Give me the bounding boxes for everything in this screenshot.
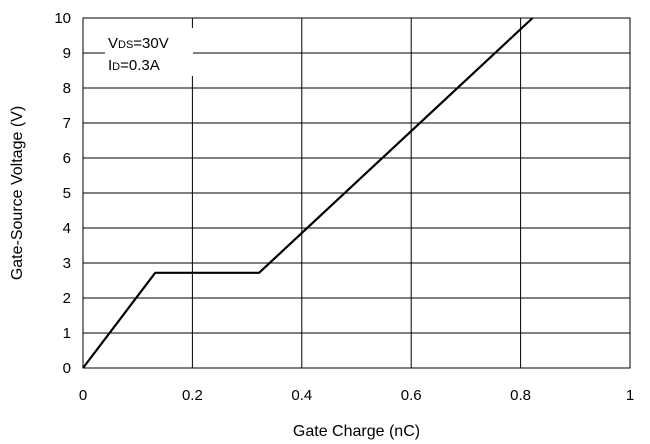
- series-line: [82, 17, 534, 369]
- y-tick-label: 6: [63, 150, 71, 167]
- plot-frame: [82, 17, 631, 369]
- y-tick-label: 0: [63, 360, 71, 377]
- y-tick-label: 5: [63, 185, 71, 202]
- annotation-box: VDS=30V ID=0.3A: [105, 28, 193, 76]
- series-layer: [82, 17, 534, 369]
- x-tick-label: 0.8: [510, 387, 531, 404]
- x-tick-label: 0: [79, 387, 87, 404]
- x-tick-label: 0.2: [182, 387, 203, 404]
- x-tick-labels: 0 0.2 0.4 0.6 0.8 1: [79, 387, 634, 404]
- annotation-vds-rest: =30V: [133, 35, 168, 52]
- annotation-id: ID=0.3A: [108, 57, 160, 74]
- annotation-vds-sub: DS: [118, 39, 133, 51]
- y-tick-label: 1: [63, 325, 71, 342]
- annotation-id-sub: D: [112, 61, 120, 73]
- y-tick-label: 2: [63, 290, 71, 307]
- annotation-id-main: I: [108, 57, 112, 74]
- x-axis-label: Gate Charge (nC): [293, 423, 420, 440]
- y-tick-label: 7: [63, 115, 71, 132]
- annotation-vds-main: V: [108, 35, 118, 52]
- y-tick-label: 9: [63, 45, 71, 62]
- annotation-background: [105, 28, 193, 76]
- y-axis-label: Gate-Source Voltage (V): [9, 106, 26, 280]
- y-tick-label: 4: [63, 220, 71, 237]
- y-tick-label: 10: [54, 10, 71, 27]
- y-tick-label: 3: [63, 255, 71, 272]
- y-tick-labels: 0 1 2 3 4 5 6 7 8 9 10: [54, 10, 71, 377]
- x-tick-label: 0.6: [401, 387, 422, 404]
- x-tick-label: 1: [626, 387, 634, 404]
- annotation-id-rest: =0.3A: [120, 57, 160, 74]
- y-tick-label: 8: [63, 80, 71, 97]
- annotation-vds: VDS=30V: [108, 35, 169, 52]
- x-tick-label: 0.4: [291, 387, 312, 404]
